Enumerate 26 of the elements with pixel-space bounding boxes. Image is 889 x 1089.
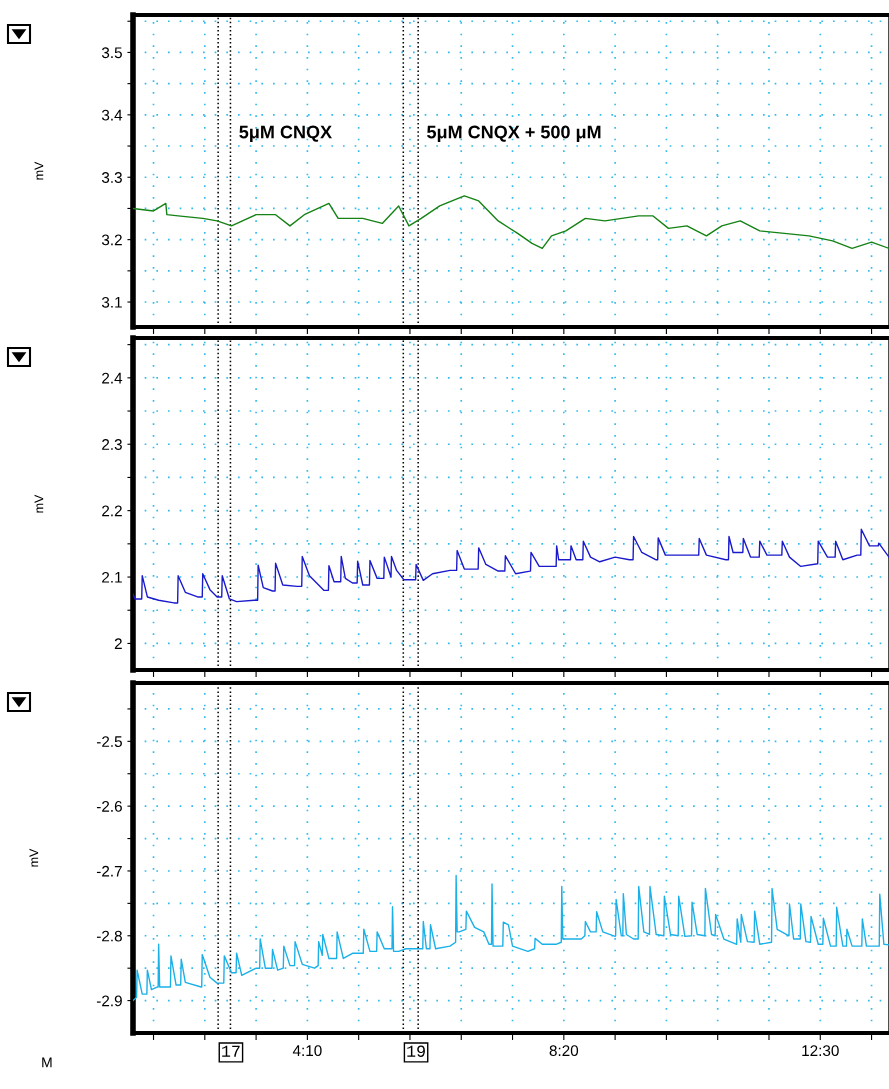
text: 19 [407,1045,425,1057]
y-tick-label: 3.4 [101,109,123,121]
y-tick-label: 3.1 [101,296,122,308]
annotation: 5μM CNQX [239,125,332,142]
y-tick-label: 2 [114,638,122,649]
y-tick-label: 2.4 [102,372,123,384]
y-axis-title: mV [34,494,44,513]
y-tick-label: -2.5 [96,736,122,748]
text: M [42,1057,52,1068]
x-tick-label: 4:10 [292,1045,322,1057]
y-tick-label: 3.2 [101,234,122,246]
x-tick-label: 12:30 [802,1045,839,1057]
y-tick-label: 2.3 [102,439,122,450]
y-axis-title: mV [29,848,39,867]
x-tick-label: 8:20 [549,1045,579,1057]
text: 17 [222,1045,240,1057]
y-tick-label: 3.3 [101,172,122,183]
y-tick-label: -2.6 [96,801,122,812]
y-tick-label: -2.9 [96,995,122,1007]
y-tick-label: -2.8 [96,930,122,942]
y-axis-title: mV [34,161,44,180]
y-tick-label: 2.1 [102,571,122,583]
y-tick-label: -2.7 [96,865,122,877]
annotation: 5μM CNQX + 500 μM [427,125,601,142]
y-tick-label: 3.5 [101,47,122,59]
y-tick-label: 2.2 [102,505,122,517]
